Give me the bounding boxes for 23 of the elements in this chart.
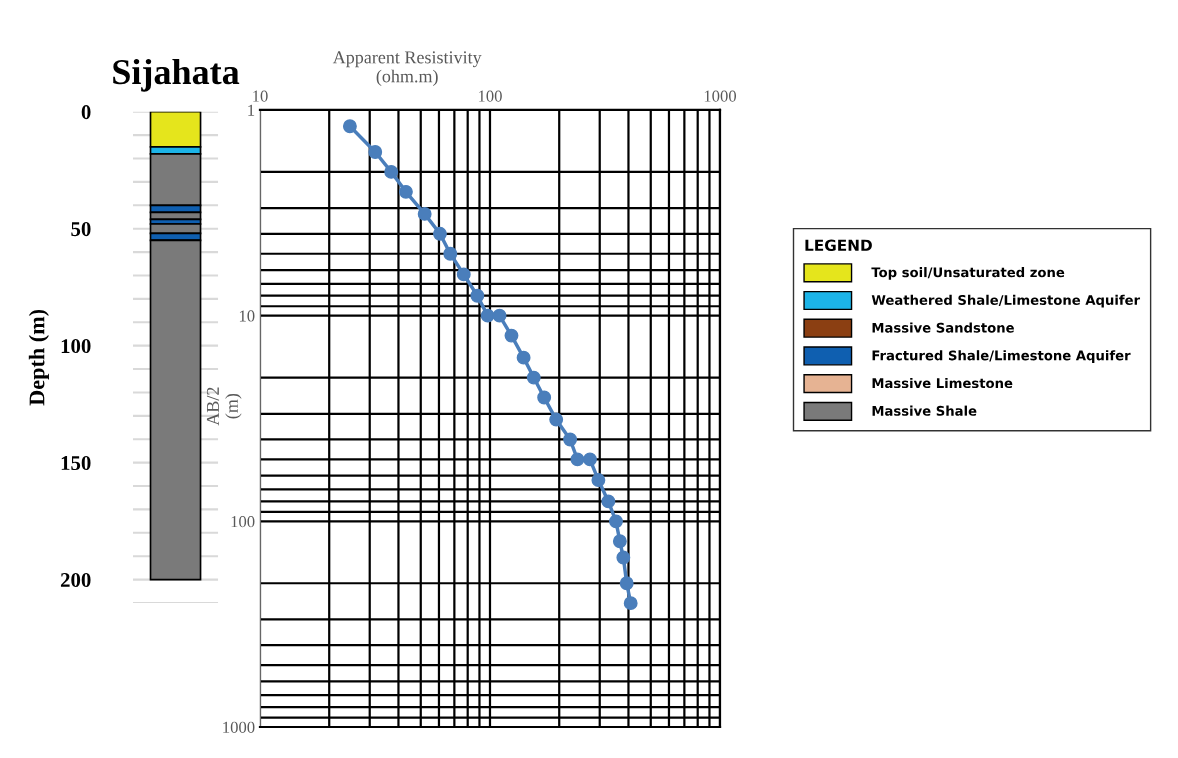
x-tick-label: 10	[253, 90, 268, 102]
y-axis-title: Depth (m)	[28, 309, 49, 406]
y-tick-label: 0	[81, 105, 91, 120]
y-tick-label: 200	[60, 572, 91, 588]
y-tick-label: 50	[71, 222, 91, 237]
legend-label: Weathered Shale/Limestone Aquifer	[871, 294, 1141, 308]
legend-label: Massive Limestone	[872, 377, 1013, 389]
chart-title: Sijahata	[113, 58, 240, 92]
y-tick-label: 100	[231, 516, 255, 528]
legend-label: Massive Sandstone	[872, 322, 1014, 333]
legend-label: Fractured Shale/Limestone Aquifer	[872, 350, 1131, 363]
y-tick-label: 100	[61, 339, 91, 354]
x-axis-title: Apparent Resistivity (ohm.m)	[332, 51, 482, 87]
y-axis-title: AB/2 (m)	[206, 387, 242, 426]
legend-label: Top soil/Unsaturated zone	[871, 267, 1065, 280]
y-tick-label: 1	[248, 104, 255, 116]
legend-title: LEGEND	[805, 239, 872, 252]
x-tick-label: 1000	[704, 90, 737, 102]
x-tick-label: 100	[478, 90, 502, 102]
y-tick-label: 10	[239, 310, 255, 322]
y-tick-label: 150	[61, 456, 91, 471]
legend-label: Massive Shale	[872, 405, 977, 416]
y-tick-label: 1000	[223, 721, 255, 733]
